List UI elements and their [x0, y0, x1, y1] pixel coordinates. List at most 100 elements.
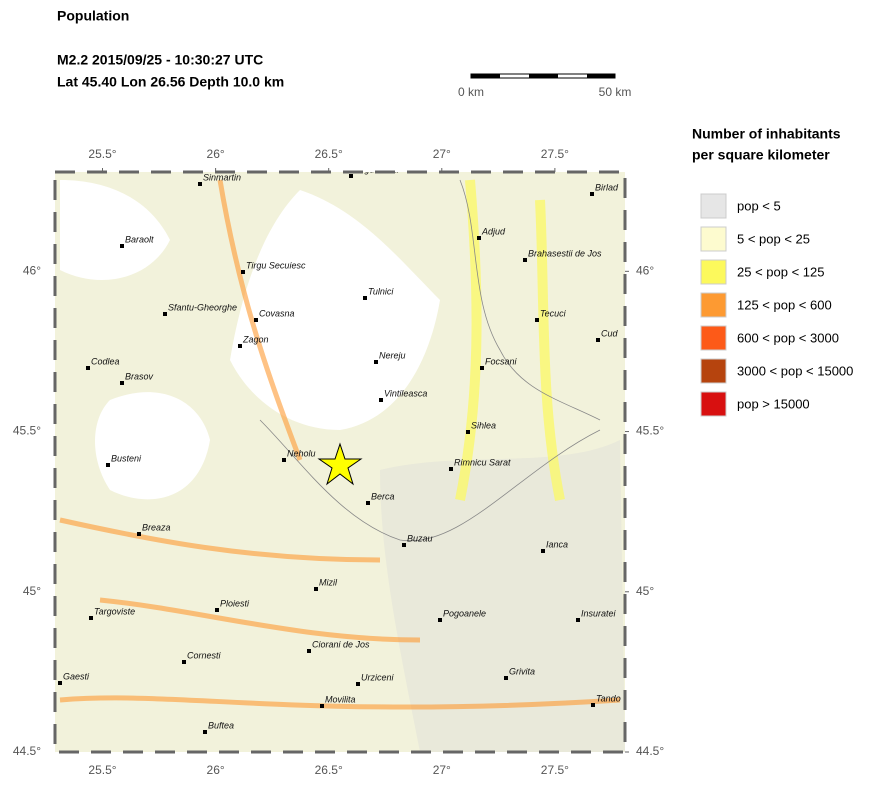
city-label: Adjud [481, 226, 506, 236]
scale-label: 50 km [599, 85, 632, 99]
city-label: Brahasestii de Jos [528, 248, 602, 258]
city-label: Urziceni [361, 672, 395, 682]
scale-label: 0 km [458, 85, 484, 99]
x-tick-label: 26.5° [315, 763, 343, 777]
city-marker [477, 236, 481, 240]
city-marker [374, 360, 378, 364]
legend-swatch [700, 325, 727, 351]
city-label: Sinmartin [203, 172, 241, 182]
city-marker [215, 608, 219, 612]
city-label: Neholu [287, 448, 316, 458]
legend-label: 5 < pop < 25 [737, 231, 810, 246]
x-tick-label: 27° [433, 763, 451, 777]
legend-swatch [700, 259, 727, 285]
legend-label: 25 < pop < 125 [737, 264, 824, 279]
title: Population [57, 8, 129, 24]
city-label: Vintileasca [384, 388, 427, 398]
city-marker [120, 244, 124, 248]
y-tick-label: 44.5° [636, 744, 664, 758]
legend-label: 3000 < pop < 15000 [737, 363, 853, 378]
city-marker [379, 398, 383, 402]
y-tick-label: 44.5° [13, 744, 41, 758]
city-marker [366, 501, 370, 505]
city-marker [282, 458, 286, 462]
city-marker [58, 681, 62, 685]
city-marker [504, 676, 508, 680]
city-label: Codlea [91, 356, 120, 366]
city-label: Baraolt [125, 234, 154, 244]
legend-label: 600 < pop < 3000 [737, 330, 839, 345]
city-marker [480, 366, 484, 370]
city-label: Cud [601, 328, 619, 338]
city-marker [466, 430, 470, 434]
city-marker [576, 618, 580, 622]
city-label: Gaesti [63, 671, 90, 681]
x-tick-label: 26° [207, 147, 225, 161]
city-marker [590, 192, 594, 196]
y-tick-label: 45° [636, 584, 654, 598]
city-label: Insuratei [581, 608, 617, 618]
city-marker [137, 532, 141, 536]
city-label: Busteni [111, 453, 142, 463]
y-tick-label: 46° [636, 264, 654, 278]
legend-swatch [700, 226, 727, 252]
x-tick-label: 27° [433, 147, 451, 161]
city-marker [349, 174, 353, 178]
city-marker [356, 682, 360, 686]
city-label: Targoviste [94, 606, 135, 616]
legend-swatch [700, 292, 727, 318]
x-tick-label: 27.5° [541, 763, 569, 777]
city-marker [182, 660, 186, 664]
city-label: Sihlea [471, 420, 496, 430]
city-marker [203, 730, 207, 734]
x-tick-label: 26° [207, 763, 225, 777]
city-marker [449, 467, 453, 471]
city-marker [402, 543, 406, 547]
city-marker [596, 338, 600, 342]
city-label: Berca [371, 491, 395, 501]
city-label: Ianca [546, 539, 568, 549]
city-marker [523, 258, 527, 262]
city-label: Rimnicu Sarat [454, 457, 511, 467]
city-label: Zagon [242, 334, 269, 344]
city-marker [535, 318, 539, 322]
legend-swatch [700, 193, 727, 219]
legend-label: pop > 15000 [737, 396, 810, 411]
city-label: Birlad [595, 182, 619, 192]
city-label: Buftea [208, 720, 234, 730]
y-tick-label: 45.5° [13, 424, 41, 438]
city-label: Mizil [319, 577, 338, 587]
city-label: Grivita [509, 666, 535, 676]
y-tick-label: 45.5° [636, 424, 664, 438]
legend-swatch [700, 391, 727, 417]
legend-label: 125 < pop < 600 [737, 297, 832, 312]
x-tick-label: 25.5° [88, 763, 116, 777]
city-marker [163, 312, 167, 316]
city-label: Ploiesti [220, 598, 250, 608]
x-tick-label: 26.5° [315, 147, 343, 161]
city-marker [363, 296, 367, 300]
city-marker [541, 549, 545, 553]
location: Lat 45.40 Lon 26.56 Depth 10.0 km [57, 74, 284, 90]
legend-label: pop < 5 [737, 198, 781, 213]
city-marker [314, 587, 318, 591]
city-marker [106, 463, 110, 467]
city-label: Brasov [125, 371, 154, 381]
city-marker [241, 270, 245, 274]
x-tick-label: 27.5° [541, 147, 569, 161]
city-label: Focsani [485, 356, 518, 366]
y-tick-label: 46° [23, 264, 41, 278]
city-label: Tirgu Secuiesc [246, 260, 306, 270]
city-marker [120, 381, 124, 385]
city-marker [254, 318, 258, 322]
scale-bar [470, 73, 616, 79]
city-label: Tulnici [368, 286, 394, 296]
city-label: Breaza [142, 522, 171, 532]
x-tick-label: 25.5° [88, 147, 116, 161]
city-marker [86, 366, 90, 370]
legend-title: per square kilometer [692, 147, 830, 163]
city-label: Movilita [325, 694, 356, 704]
city-label: Ciorani de Jos [312, 639, 370, 649]
